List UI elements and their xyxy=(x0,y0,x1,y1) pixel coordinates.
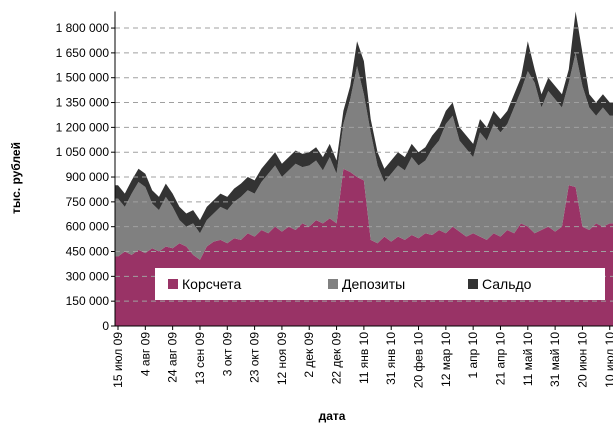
x-tick-label: 13 сен 09 xyxy=(193,332,207,385)
x-tick-label: 31 янв 10 xyxy=(384,332,398,385)
area xyxy=(115,52,613,260)
x-tick-label: 15 июл 09 xyxy=(111,332,125,388)
x-tick-label: 1 апр 10 xyxy=(466,332,480,379)
x-tick-label: 12 мар 10 xyxy=(439,332,453,387)
y-tick-label: 600 000 xyxy=(66,220,110,234)
y-tick-label: 300 000 xyxy=(66,269,110,283)
legend-label: Депозиты xyxy=(342,276,405,292)
legend-swatch xyxy=(168,279,178,289)
y-tick-label: 0 xyxy=(102,319,109,333)
x-tick-label: 31 май 10 xyxy=(548,332,562,387)
y-tick-label: 900 000 xyxy=(66,170,110,184)
y-axis-title: тыс. рублей xyxy=(9,142,23,214)
x-tick-label: 12 ноя 09 xyxy=(275,332,289,385)
legend-label: Сальдо xyxy=(482,276,532,292)
x-tick-label: 20 июн 10 xyxy=(575,332,589,388)
legend-box xyxy=(155,268,605,300)
y-tick-label: 450 000 xyxy=(66,245,110,259)
x-tick-label: 24 авг 09 xyxy=(166,332,180,383)
x-tick-label: 3 окт 09 xyxy=(220,332,234,377)
y-tick-label: 1 500 000 xyxy=(56,71,110,85)
y-tick-label: 1 200 000 xyxy=(56,120,110,134)
y-tick-label: 1 350 000 xyxy=(56,96,110,110)
x-tick-label: 20 фев 10 xyxy=(412,332,426,389)
legend-label: Корсчета xyxy=(182,276,241,292)
x-tick-label: 23 окт 09 xyxy=(248,332,262,383)
x-tick-label: 4 авг 09 xyxy=(138,332,152,376)
legend-swatch xyxy=(328,279,338,289)
y-tick-label: 1 650 000 xyxy=(56,46,110,60)
x-tick-label: 22 дек 09 xyxy=(330,332,344,385)
x-tick-label: 11 янв 10 xyxy=(357,332,371,384)
x-tick-label: 2 дек 09 xyxy=(302,332,316,378)
y-tick-label: 150 000 xyxy=(66,294,110,308)
y-tick-label: 750 000 xyxy=(66,195,110,209)
x-axis-title: дата xyxy=(319,409,346,423)
x-tick-label: 10 июл 10 xyxy=(603,332,613,388)
legend-swatch xyxy=(468,279,478,289)
x-tick-label: 21 апр 10 xyxy=(493,332,507,386)
x-tick-label: 11 май 10 xyxy=(521,332,535,386)
y-tick-label: 1 050 000 xyxy=(56,145,110,159)
y-tick-label: 1 800 000 xyxy=(56,21,110,35)
